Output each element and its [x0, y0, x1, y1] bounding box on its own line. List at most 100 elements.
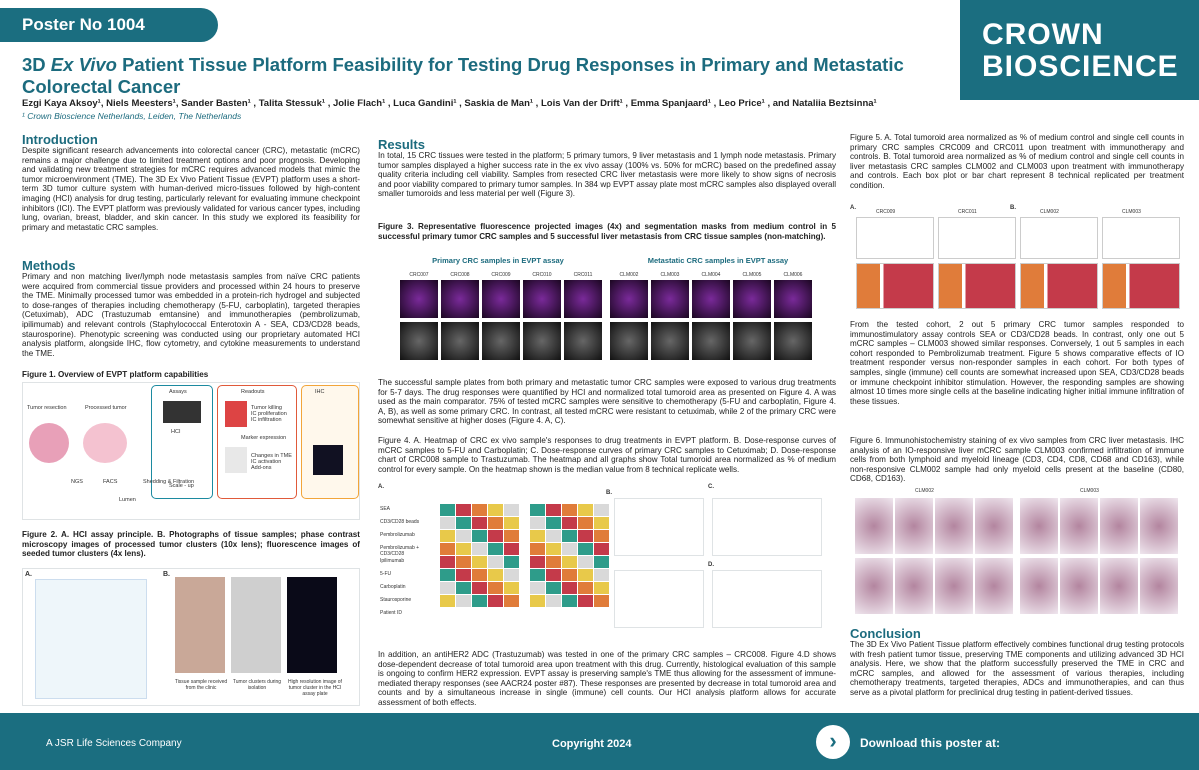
paragraph: In addition, an antiHER2 ADC (Trastuzuma… — [378, 650, 836, 707]
heatmap-cell — [578, 569, 593, 581]
figure-label: FACS — [103, 479, 118, 485]
heatmap-cell — [488, 595, 503, 607]
fluorescence-image — [441, 280, 479, 318]
ihc-image — [1140, 498, 1178, 554]
sample-label: CRC011 — [958, 209, 977, 215]
heatmap — [440, 504, 610, 616]
chart-panel — [1020, 263, 1098, 309]
heatmap-cell — [530, 595, 545, 607]
ihc-image — [1020, 558, 1058, 614]
chart-panel — [1102, 217, 1180, 259]
treatment-label: Ipilimumab — [380, 558, 405, 564]
figure-label: HCI — [171, 429, 181, 435]
figure-label: Readouts — [241, 389, 265, 395]
footer-company: A JSR Life Sciences Company — [46, 738, 182, 749]
figure-label: Shedding & Filtration — [143, 479, 195, 485]
title-part: 3D — [22, 54, 51, 75]
treatment-label: Pembrolizumab + CD3/CD28 — [380, 545, 420, 557]
heatmap-cell — [456, 517, 471, 529]
figure-5: A. B. CRC009 CRC011 CLM002 CLM003 — [850, 205, 1184, 311]
segmentation-mask — [523, 322, 561, 360]
heatmap-cell — [440, 582, 455, 594]
heatmap-cell — [594, 582, 609, 594]
heatmap-cell — [472, 530, 487, 542]
heatmap-cell — [456, 582, 471, 594]
chart-panel — [712, 498, 822, 556]
tissue-image — [83, 423, 127, 463]
heatmap-cell — [488, 517, 503, 529]
group-title: Primary CRC samples in EVPT assay — [432, 256, 564, 265]
photo — [175, 577, 225, 673]
sample-label: CRC009 — [491, 272, 511, 278]
heatmap-cell — [472, 543, 487, 555]
fluorescence-image — [610, 280, 648, 318]
ihc-image — [935, 498, 973, 554]
sample-label: CRC009 — [876, 209, 896, 215]
authors: Ezgi Kaya Aksoy¹, Niels Meesters¹, Sande… — [22, 98, 877, 109]
figure-caption: Figure 5. A. Total tumoroid area normali… — [850, 133, 1184, 190]
chart-panel — [856, 217, 934, 259]
heatmap-cell — [562, 504, 577, 516]
figure-label: Processed tumor — [85, 405, 127, 411]
heatmap-cell — [578, 582, 593, 594]
chart-panel — [1020, 217, 1098, 259]
heatmap-cell — [504, 556, 519, 568]
chart-panel — [938, 263, 1016, 309]
heatmap-cell — [562, 517, 577, 529]
heatmap-cell — [456, 504, 471, 516]
panel-label: A. — [25, 571, 32, 578]
heatmap-cell — [594, 517, 609, 529]
heatmap-cell — [530, 504, 545, 516]
figure-label: Scale - up — [169, 483, 194, 489]
footer — [0, 713, 1199, 770]
heatmap-cell — [488, 582, 503, 594]
heatmap-cell — [578, 504, 593, 516]
ihc-image — [1020, 498, 1058, 554]
poster-number: Poster No 1004 — [22, 15, 145, 34]
figure-label: Marker expression — [241, 435, 287, 441]
photo — [287, 577, 337, 673]
segmentation-mask — [651, 322, 689, 360]
photo — [231, 577, 281, 673]
heatmap-cell — [440, 504, 455, 516]
segmentation-mask — [400, 322, 438, 360]
ihc-image — [1100, 558, 1138, 614]
download-icon[interactable]: › — [816, 725, 850, 759]
figure-2: A. B. Tissue sample received from the cl… — [22, 568, 360, 706]
heatmap-cell — [594, 504, 609, 516]
sample-label: CLM006 — [783, 272, 803, 278]
heatmap-cell — [472, 517, 487, 529]
group-title: Metastatic CRC samples in EVPT assay — [647, 256, 789, 265]
heatmap-cell — [546, 582, 561, 594]
panel-label: C. — [708, 484, 714, 490]
heatmap-cell — [546, 543, 561, 555]
figure-3: Primary CRC samples in EVPT assay Metast… — [378, 252, 836, 370]
heatmap-cell — [546, 504, 561, 516]
sample-label: CLM003 — [660, 272, 680, 278]
heatmap-cell — [504, 504, 519, 516]
panel-label: B. — [606, 490, 612, 496]
image-label: High resolution image of tumor cluster i… — [288, 679, 342, 697]
heatmap-cell — [440, 556, 455, 568]
heatmap-cell — [562, 530, 577, 542]
heatmap-cell — [488, 530, 503, 542]
heatmap-cell — [456, 595, 471, 607]
sample-label: CRC007 — [409, 272, 429, 278]
footer-copyright: Copyright 2024 — [552, 738, 632, 750]
segmentation-mask — [733, 322, 771, 360]
ihc-image — [975, 498, 1013, 554]
ihc-image — [1100, 498, 1138, 554]
heatmap-cell — [546, 530, 561, 542]
title-part: Patient Tissue Platform Feasibility for … — [22, 54, 904, 97]
ihc-image — [1060, 558, 1098, 614]
sample-label: CRC010 — [532, 272, 552, 278]
readout-image — [225, 401, 247, 427]
assay-diagram — [35, 579, 147, 699]
panel — [217, 385, 297, 499]
readout-image — [225, 447, 247, 473]
sample-label: CLM003 — [1080, 488, 1099, 494]
figure-caption: Figure 1. Overview of EVPT platform capa… — [22, 370, 209, 379]
ihc-image — [935, 558, 973, 614]
footer-download[interactable]: Download this poster at: — [860, 736, 1001, 750]
